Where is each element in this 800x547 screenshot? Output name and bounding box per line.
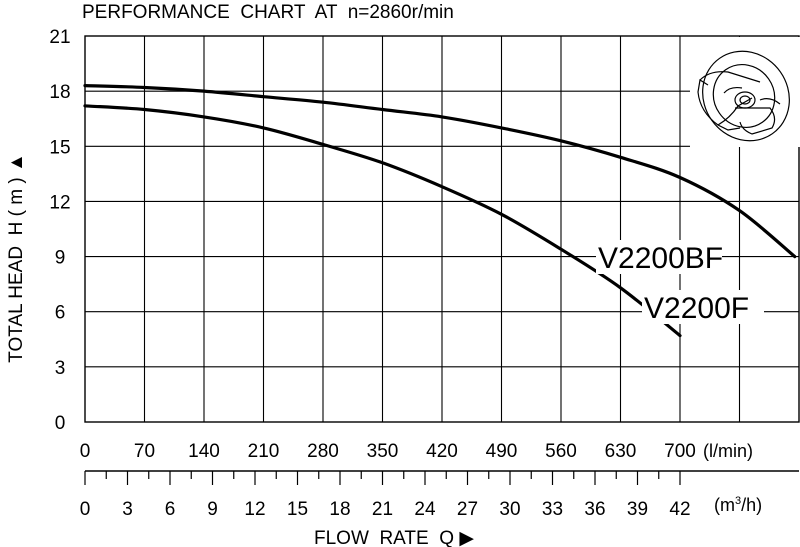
y-tick-label: 21	[49, 27, 70, 48]
x-tick-label-lmin: 0	[80, 441, 91, 462]
x-tick-label-m3h: 30	[499, 499, 520, 520]
x-axis-label: FLOW RATE Q ▶	[314, 528, 474, 547]
series-line-v2200bf	[83, 84, 797, 259]
x-tick-label-m3h: 15	[287, 499, 308, 520]
x-tick-label-m3h: 3	[122, 499, 133, 520]
x-tick-labels-m3h: 0 3 6 9 12 15 18 21 24 27 30 33 36 39 42	[80, 499, 691, 520]
x-tick-label-m3h: 33	[542, 499, 563, 520]
y-axis-label: TOTAL HEAD H ( m ) ▲	[6, 153, 27, 363]
x-unit-m3h: (m3/h)	[714, 495, 762, 515]
x-tick-label-m3h: 9	[207, 499, 218, 520]
x-tick-label-lmin: 210	[248, 441, 280, 462]
x-tick-label-lmin: 490	[486, 441, 518, 462]
x-tick-label-lmin: 630	[605, 441, 637, 462]
pump-impeller-icon	[690, 37, 800, 147]
series-line-v2200f	[83, 104, 682, 338]
x-tick-label-m3h: 39	[627, 499, 648, 520]
x-unit-lmin: (l/min)	[703, 441, 753, 461]
x-tick-label-m3h: 6	[165, 499, 176, 520]
x-tick-label-m3h: 24	[414, 499, 436, 520]
curves	[83, 84, 797, 338]
x-tick-label-lmin: 560	[545, 441, 577, 462]
y-tick-label: 15	[49, 137, 70, 158]
y-tick-label: 12	[49, 192, 70, 213]
series-label-v2200bf: V2200BF	[598, 242, 723, 275]
y-tick-label: 18	[49, 82, 70, 103]
x-tick-label-m3h: 27	[457, 499, 478, 520]
x-tick-label-lmin: 140	[188, 441, 220, 462]
y-tick-label: 9	[55, 248, 66, 269]
x-tick-label-m3h: 21	[372, 499, 393, 520]
x-tick-label-lmin: 700	[664, 441, 696, 462]
x-tick-label-m3h: 12	[244, 499, 265, 520]
x-tick-label-m3h: 36	[584, 499, 605, 520]
secondary-axis	[84, 470, 799, 485]
x-tick-labels-lmin: 0 70 140 210 280 350 420 490 560 630 700	[80, 441, 696, 462]
y-tick-label: 3	[55, 358, 66, 379]
x-tick-label-lmin: 420	[426, 441, 458, 462]
y-tick-label: 6	[55, 303, 66, 324]
x-tick-label-lmin: 280	[307, 441, 339, 462]
series-label-v2200f: V2200F	[644, 292, 749, 325]
y-tick-label: 0	[55, 413, 66, 434]
x-tick-label-m3h: 0	[80, 499, 91, 520]
y-tick-labels: 0 3 6 9 12 15 18 21	[49, 27, 70, 434]
x-tick-label-lmin: 350	[367, 441, 399, 462]
x-tick-label-lmin: 70	[134, 441, 155, 462]
chart-title: PERFORMANCE CHART AT n=2860r/min	[82, 2, 454, 23]
x-tick-label-m3h: 42	[669, 499, 690, 520]
x-tick-label-m3h: 18	[329, 499, 350, 520]
